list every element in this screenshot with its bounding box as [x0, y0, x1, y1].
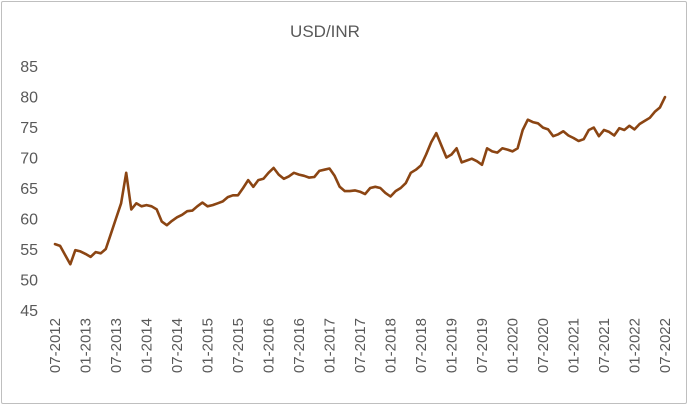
- x-tick-label: 01-2016: [261, 318, 278, 373]
- x-axis-ticks: 07-2012 01-2013 07-2013 01-2014 07-2014 01-20…: [47, 318, 674, 373]
- x-tick-label: 07-2013: [108, 318, 125, 373]
- x-tick-label: 01-2017: [322, 318, 339, 373]
- x-tick-label: 07-2012: [47, 318, 64, 373]
- y-tick-label: 55: [20, 242, 38, 259]
- y-tick-label: 45: [20, 303, 38, 320]
- chart-title: USD/INR: [290, 22, 360, 41]
- y-tick-label: 50: [20, 273, 38, 290]
- x-tick-label: 07-2021: [596, 318, 613, 373]
- usdinr-series-line: [53, 95, 667, 266]
- x-tick-label: 01-2021: [566, 318, 583, 373]
- x-tick-label: 01-2019: [444, 318, 461, 373]
- y-tick-label: 80: [20, 90, 38, 107]
- x-tick-label: 07-2018: [413, 318, 430, 373]
- x-tick-label: 01-2013: [78, 318, 95, 373]
- x-tick-label: 01-2020: [505, 318, 522, 373]
- x-tick-label: 07-2022: [657, 318, 674, 373]
- x-tick-label: 01-2014: [139, 318, 156, 373]
- x-tick-label: 07-2015: [230, 318, 247, 373]
- y-tick-label: 85: [20, 59, 38, 76]
- y-axis-ticks: 45 50 55 60 65 70 75 80 85: [20, 59, 38, 320]
- x-tick-label: 07-2020: [535, 318, 552, 373]
- y-tick-label: 75: [20, 120, 38, 137]
- y-tick-label: 65: [20, 181, 38, 198]
- x-tick-label: 01-2018: [383, 318, 400, 373]
- x-tick-label: 07-2016: [291, 318, 308, 373]
- x-tick-label: 07-2017: [352, 318, 369, 373]
- x-tick-label: 01-2015: [200, 318, 217, 373]
- x-tick-label: 07-2019: [474, 318, 491, 373]
- x-tick-label: 01-2022: [627, 318, 644, 373]
- x-tick-label: 07-2014: [169, 318, 186, 373]
- y-tick-label: 60: [20, 212, 38, 229]
- y-tick-label: 70: [20, 151, 38, 168]
